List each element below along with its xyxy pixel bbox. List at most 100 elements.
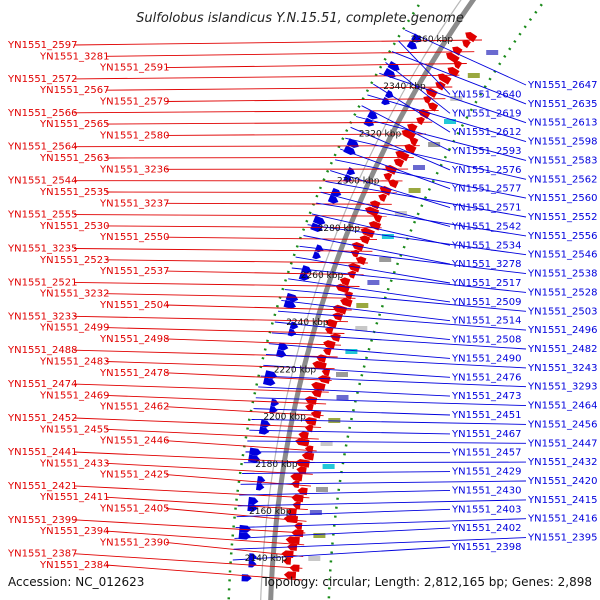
reverse-leader-line bbox=[245, 451, 451, 454]
misc-feature-block bbox=[450, 96, 463, 101]
forward-gene-label: YN1551_2488 bbox=[7, 345, 78, 356]
misc-feature-block bbox=[308, 556, 321, 561]
reverse-leader-line bbox=[239, 489, 451, 496]
reverse-gene-label: YN1551_2552 bbox=[527, 212, 598, 223]
reverse-gene-label: YN1551_2473 bbox=[451, 391, 522, 402]
forward-leader-line bbox=[73, 315, 349, 323]
misc-feature-block bbox=[336, 395, 349, 400]
forward-gene-arrow bbox=[292, 501, 301, 509]
backbone-arc bbox=[268, 0, 477, 600]
forward-gene-label: YN1551_3233 bbox=[7, 311, 78, 322]
misc-feature-block bbox=[322, 464, 335, 469]
reverse-gene-label: YN1551_2467 bbox=[451, 429, 522, 440]
reverse-gene-arrow bbox=[312, 215, 326, 225]
reverse-gene-label: YN1551_2403 bbox=[451, 504, 522, 515]
reverse-gene-label: YN1551_2432 bbox=[527, 457, 598, 468]
forward-leader-line bbox=[165, 338, 342, 346]
reverse-gene-label: YN1551_2476 bbox=[451, 372, 522, 383]
reverse-gene-label: YN1551_2430 bbox=[451, 485, 522, 496]
reverse-leader-line bbox=[237, 499, 527, 507]
reverse-leader-line bbox=[258, 386, 451, 397]
forward-gene-label: YN1551_2572 bbox=[7, 74, 78, 85]
reverse-gene-label: YN1551_2577 bbox=[451, 184, 522, 195]
kbp-label: 2320 kbp bbox=[359, 129, 402, 139]
reverse-gene-label: YN1551_2619 bbox=[451, 108, 522, 119]
kbp-label: 2220 kbp bbox=[274, 365, 317, 375]
forward-gene-label: YN1551_2499 bbox=[39, 323, 110, 334]
reverse-leader-line bbox=[330, 170, 451, 209]
kbp-label: 2300 kbp bbox=[337, 177, 380, 187]
forward-leader-line bbox=[165, 133, 426, 136]
misc-feature-block bbox=[316, 487, 328, 492]
reverse-leader-line bbox=[291, 267, 527, 293]
forward-leader-line bbox=[73, 214, 387, 217]
reverse-leader-line bbox=[361, 105, 451, 152]
forward-gene-arrow bbox=[340, 298, 353, 308]
reverse-leader-line bbox=[253, 408, 451, 416]
forward-gene-arrow bbox=[423, 95, 433, 105]
forward-gene-label: YN1551_2498 bbox=[99, 334, 170, 345]
forward-gene-arrow bbox=[418, 108, 431, 119]
forward-gene-label: YN1551_2478 bbox=[99, 368, 170, 379]
forward-gene-arrow bbox=[404, 143, 417, 154]
forward-gene-label: YN1551_2530 bbox=[39, 221, 110, 232]
forward-gene-arrow bbox=[384, 164, 398, 175]
reverse-leader-line bbox=[307, 224, 527, 256]
forward-gene-arrow bbox=[298, 431, 309, 440]
forward-gene-label: YN1551_2452 bbox=[7, 413, 78, 424]
reverse-leader-line bbox=[391, 51, 527, 105]
forward-gene-label: YN1551_2563 bbox=[39, 153, 110, 164]
forward-leader-line bbox=[73, 553, 303, 569]
reverse-gene-label: YN1551_2534 bbox=[451, 240, 522, 251]
forward-leader-line bbox=[165, 270, 364, 276]
forward-leader-line bbox=[105, 86, 453, 91]
forward-gene-label: YN1551_2441 bbox=[7, 447, 78, 458]
reverse-leader-line bbox=[398, 40, 451, 95]
reverse-gene-arrow bbox=[411, 33, 422, 43]
forward-gene-label: YN1551_2446 bbox=[99, 436, 170, 447]
forward-gene-arrow bbox=[324, 326, 334, 335]
forward-gene-label: YN1551_2564 bbox=[7, 142, 78, 153]
forward-leader-line bbox=[165, 508, 307, 522]
reverse-gene-arrow bbox=[270, 398, 280, 407]
forward-gene-arrow bbox=[323, 347, 332, 356]
forward-leader-line bbox=[105, 564, 302, 581]
forward-leader-line bbox=[165, 406, 324, 417]
forward-gene-arrow bbox=[286, 508, 297, 517]
forward-leader-line bbox=[165, 440, 317, 452]
forward-gene-label: YN1551_2591 bbox=[99, 63, 170, 74]
forward-leader-line bbox=[105, 496, 308, 511]
forward-leader-line bbox=[165, 236, 378, 241]
forward-gene-arrow bbox=[323, 340, 336, 349]
forward-gene-arrow bbox=[407, 123, 418, 133]
reverse-gene-label: YN1551_2576 bbox=[451, 165, 522, 176]
forward-gene-arrow bbox=[350, 249, 360, 258]
genome-backbone bbox=[260, 0, 477, 600]
reverse-leader-line bbox=[355, 116, 527, 161]
forward-gene-label: YN1551_2567 bbox=[39, 85, 110, 96]
reverse-leader-line bbox=[268, 343, 451, 359]
forward-gene-arrow bbox=[291, 480, 300, 489]
reverse-gene-label: YN1551_2457 bbox=[451, 448, 522, 459]
forward-gene-label: YN1551_2399 bbox=[7, 515, 78, 526]
forward-gene-arrow bbox=[317, 375, 331, 384]
misc-feature-block bbox=[381, 234, 394, 239]
forward-gene-arrow bbox=[462, 40, 471, 49]
reverse-leader-line bbox=[404, 29, 527, 86]
forward-gene-label: YN1551_2411 bbox=[39, 492, 110, 503]
misc-feature-block bbox=[428, 142, 441, 147]
reverse-leader-line bbox=[240, 480, 527, 485]
forward-gene-arrow bbox=[348, 263, 361, 273]
reverse-gene-arrow bbox=[363, 117, 375, 127]
forward-gene-arrow bbox=[330, 333, 341, 342]
reverse-gene-label: YN1551_2509 bbox=[451, 297, 522, 308]
forward-leader-line bbox=[105, 394, 327, 405]
forward-gene-arrow bbox=[416, 116, 425, 125]
kbp-scale-labels: 2360 kbp 2340 kbp 2320 kbp 2300 kbp 2280 kbp… bbox=[245, 35, 454, 564]
reverse-leader-line bbox=[316, 202, 527, 237]
reverse-leader-line bbox=[350, 126, 451, 171]
reverse-leader-line bbox=[260, 375, 527, 388]
accession-text: Accession: NC_012623 bbox=[8, 575, 144, 589]
forward-gene-arrow bbox=[393, 158, 405, 168]
